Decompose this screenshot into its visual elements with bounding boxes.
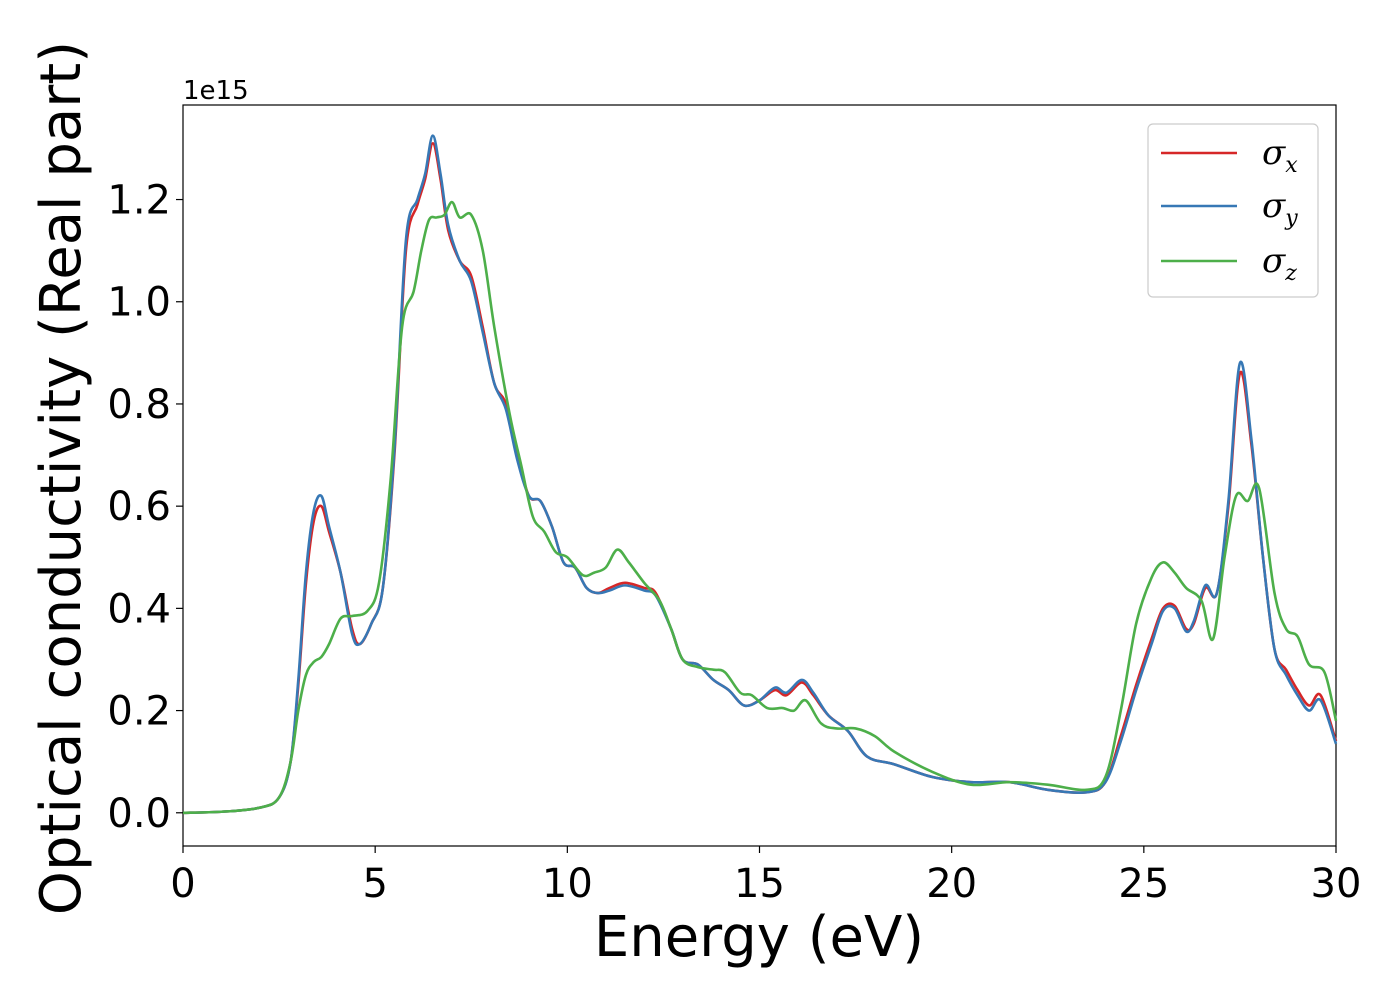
series-lines <box>182 134 1338 815</box>
y-tick-label: 0.4 <box>107 586 171 632</box>
x-tick-label: 25 <box>1118 861 1169 907</box>
legend-entries: σx σy σz <box>1161 133 1298 286</box>
x-tick-label: 30 <box>1311 861 1362 907</box>
y-tick-label: 0.0 <box>107 791 171 837</box>
x-tick-label: 0 <box>170 861 195 907</box>
x-tick-label: 5 <box>362 861 387 907</box>
x-tick-label: 20 <box>926 861 977 907</box>
legend: σx σy σz <box>1147 123 1319 298</box>
legend-box <box>1147 123 1319 298</box>
x-tick-label: 15 <box>734 861 785 907</box>
y-tick-label: 1.2 <box>107 178 171 224</box>
legend-label-x: σx <box>1262 133 1298 178</box>
legend-label-z: σz <box>1262 241 1297 286</box>
series-line-z <box>182 200 1338 815</box>
y-tick-label: 0.8 <box>107 382 171 428</box>
y-tick-label: 0.6 <box>107 484 171 530</box>
x-axis-ticks: 0 5 10 15 20 25 30 <box>170 846 1361 907</box>
y-tick-label: 0.2 <box>107 689 171 735</box>
y-axis-label: Optical conductivity (Real part) <box>29 41 94 915</box>
y-axis-offset-text: 1e15 <box>183 76 249 106</box>
legend-label-y: σy <box>1262 186 1298 231</box>
x-tick-label: 10 <box>542 861 593 907</box>
y-axis-ticks: 0.0 0.2 0.4 0.6 0.8 1.0 1.2 <box>107 178 183 837</box>
x-axis-label: Energy (eV) <box>594 905 924 970</box>
y-tick-label: 1.0 <box>107 280 171 326</box>
